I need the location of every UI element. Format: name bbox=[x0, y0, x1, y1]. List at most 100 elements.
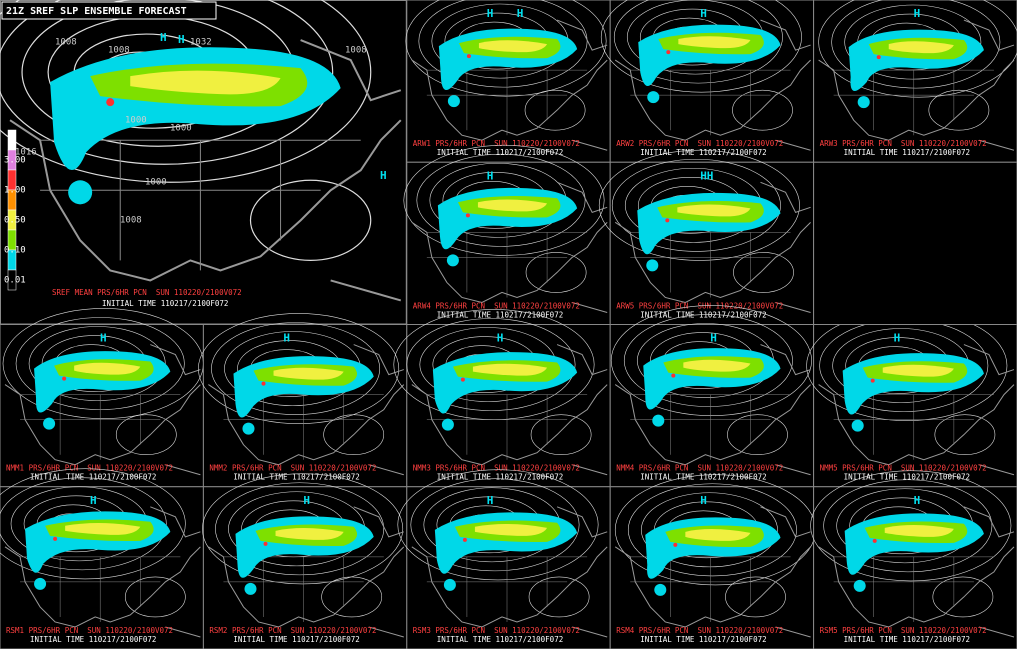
isobar bbox=[0, 0, 334, 165]
map-panel bbox=[397, 469, 611, 649]
coastline bbox=[818, 59, 1015, 141]
isobar bbox=[323, 414, 385, 456]
border bbox=[426, 394, 588, 460]
isobar bbox=[524, 89, 586, 131]
isobar-label: 1000 bbox=[170, 124, 192, 134]
isobar bbox=[640, 492, 778, 568]
coastline bbox=[208, 384, 405, 466]
precip-spot bbox=[851, 419, 864, 432]
panel-bg bbox=[609, 486, 815, 649]
isobar bbox=[818, 0, 1017, 98]
precip-spot bbox=[443, 578, 456, 591]
coastline bbox=[963, 506, 1015, 638]
coastline bbox=[556, 19, 608, 151]
coastline bbox=[9, 119, 402, 282]
border bbox=[20, 556, 181, 622]
isobar bbox=[397, 469, 599, 581]
precip-max bbox=[466, 54, 471, 59]
border bbox=[426, 69, 588, 136]
isobar bbox=[733, 252, 794, 293]
isobar bbox=[725, 576, 786, 618]
precip-spot bbox=[652, 414, 665, 427]
init-time: INITIAL TIME 110217/2100F072 bbox=[640, 635, 766, 644]
map-panel bbox=[598, 149, 815, 326]
isobar-label: 1008 bbox=[55, 38, 77, 48]
legend-label: 3.00 bbox=[4, 156, 26, 166]
isobar bbox=[525, 252, 587, 293]
high-marker: H bbox=[303, 494, 310, 507]
isobar bbox=[598, 149, 800, 261]
precip-heavy bbox=[477, 199, 548, 212]
isobar bbox=[610, 305, 812, 416]
map-panel bbox=[806, 310, 1017, 488]
high-marker: H bbox=[380, 169, 387, 182]
border bbox=[833, 394, 994, 460]
panel-label: SREF MEAN PRS/6HR PCN SUN 110220/2100V07… bbox=[52, 288, 242, 297]
coastline bbox=[614, 59, 811, 141]
high-marker: H bbox=[710, 332, 717, 345]
coastline bbox=[556, 506, 608, 638]
border bbox=[20, 394, 181, 460]
precip-heavy bbox=[273, 367, 344, 380]
legend-label: 1.00 bbox=[4, 186, 26, 196]
map-panel bbox=[609, 305, 815, 488]
precip-heavy bbox=[882, 364, 954, 377]
map-panel bbox=[813, 0, 1017, 163]
high-marker: H bbox=[517, 7, 524, 20]
panel-bg bbox=[406, 161, 611, 326]
init-time: INITIAL TIME 110217/2100F072 bbox=[30, 473, 156, 482]
map-panel bbox=[600, 0, 815, 163]
precip-heavy bbox=[130, 70, 281, 95]
precip-heavy bbox=[683, 359, 751, 372]
precip-max bbox=[465, 213, 470, 218]
init-time: INITIAL TIME 110217/2100F072 bbox=[30, 635, 156, 644]
border bbox=[833, 69, 994, 136]
isobar bbox=[600, 0, 802, 93]
coastline bbox=[963, 19, 1015, 151]
border bbox=[630, 232, 791, 298]
legend-label: 0.01 bbox=[4, 276, 26, 286]
coastline bbox=[4, 546, 201, 628]
precip-max bbox=[872, 538, 877, 543]
isobar bbox=[0, 477, 167, 571]
high-marker: H bbox=[90, 494, 97, 507]
coastline bbox=[614, 546, 811, 628]
precip-heavy bbox=[474, 524, 548, 536]
precip-heavy bbox=[478, 40, 548, 53]
coastline bbox=[411, 221, 608, 303]
panel-label: RSM3 PRS/6HR PCN SUN 110220/2100V072 bbox=[413, 626, 580, 635]
panel-label: NMM3 PRS/6HR PCN SUN 110220/2100V072 bbox=[413, 464, 580, 473]
panel-label: RSM4 PRS/6HR PCN SUN 110220/2100V072 bbox=[616, 626, 783, 635]
isobar bbox=[932, 576, 994, 618]
panel-label: NMM1 PRS/6HR PCN SUN 110220/2100V072 bbox=[6, 464, 173, 473]
isobar bbox=[406, 318, 576, 411]
isobar bbox=[410, 478, 580, 572]
init-time: INITIAL TIME 110217/2100F072 bbox=[437, 473, 563, 482]
high-marker: H bbox=[700, 494, 707, 507]
isobar bbox=[623, 314, 793, 407]
precip-heavy bbox=[677, 204, 751, 217]
panel-bg bbox=[0, 323, 204, 488]
isobar bbox=[249, 179, 372, 262]
isobar bbox=[528, 576, 590, 618]
high-marker: H bbox=[178, 33, 185, 46]
panel-label: NMM2 PRS/6HR PCN SUN 110220/2100V072 bbox=[209, 464, 376, 473]
precip-max bbox=[62, 376, 67, 381]
legend-swatch bbox=[7, 269, 17, 291]
isobar bbox=[611, 158, 781, 252]
coastline bbox=[556, 344, 608, 476]
map-panel bbox=[403, 144, 611, 326]
isobar bbox=[202, 473, 404, 585]
isobar-label: 1008 bbox=[345, 46, 367, 56]
map-panel bbox=[198, 313, 408, 488]
precip-spot bbox=[646, 259, 659, 272]
isobar bbox=[831, 0, 1001, 89]
precip-spot bbox=[647, 91, 660, 104]
panel-bg bbox=[813, 0, 1017, 163]
panel-label: RSM2 PRS/6HR PCN SUN 110220/2100V072 bbox=[209, 626, 376, 635]
precip-spot bbox=[447, 95, 460, 108]
isobar bbox=[215, 482, 385, 576]
isobar bbox=[844, 4, 982, 80]
isobar-label: 1016 bbox=[15, 148, 37, 158]
panel-label: ARW1 PRS/6HR PCN SUN 110220/2100V072 bbox=[413, 139, 580, 148]
